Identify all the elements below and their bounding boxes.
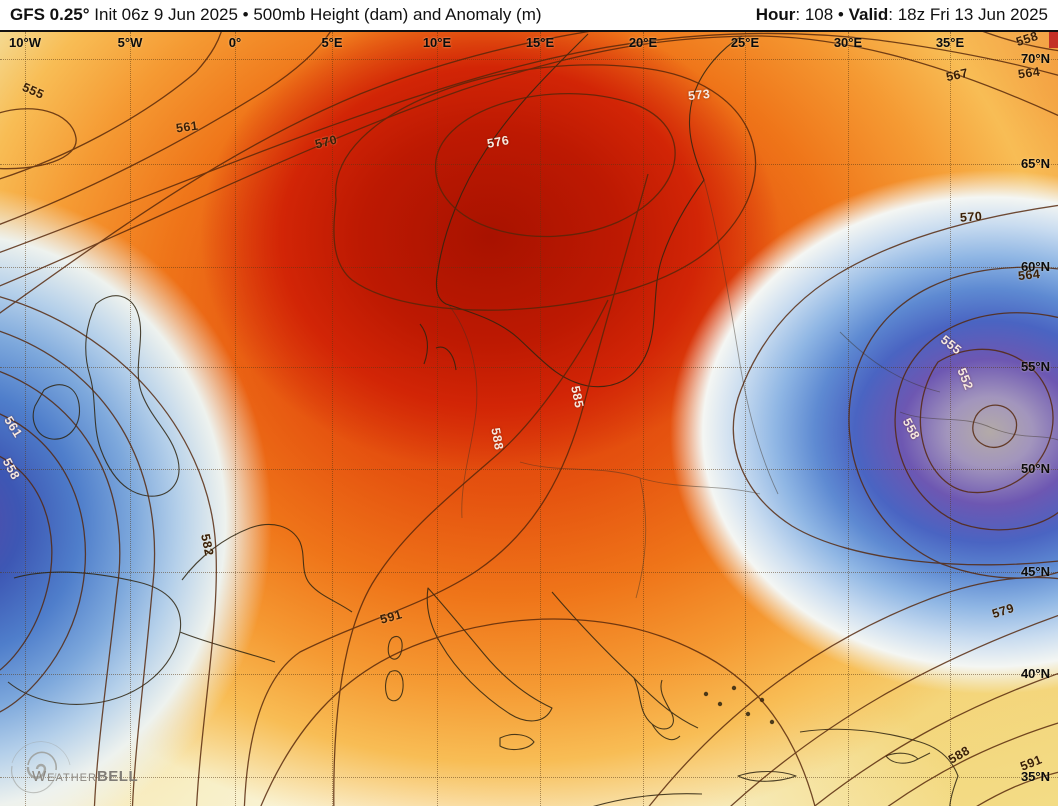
model-name: GFS 0.25° <box>10 5 90 24</box>
valid-label: Valid <box>848 5 889 24</box>
map-lines-layer <box>0 32 1058 806</box>
title-rest: Init 06z 9 Jun 2025 • 500mb Height (dam)… <box>89 5 542 24</box>
hurricane-spiral-icon <box>11 741 71 794</box>
contour-paths <box>0 32 1058 806</box>
valid-value: : 18z Fri 13 Jun 2025 <box>888 5 1048 24</box>
border-paths <box>447 179 1058 599</box>
logo-text-bell: BELL <box>96 768 139 785</box>
map-canvas: 555 561 570 576 573 567 564 558 570 564 555 552 558 5… <box>0 30 1058 806</box>
header-bar: GFS 0.25° Init 06z 9 Jun 2025 • 500mb He… <box>0 0 1058 30</box>
hour-value: : 108 • <box>795 5 849 24</box>
valid-info: Hour: 108 • Valid: 18z Fri 13 Jun 2025 <box>756 5 1048 25</box>
hour-label: Hour <box>755 5 796 24</box>
coastline-paths <box>7 33 959 806</box>
chart-title: GFS 0.25° Init 06z 9 Jun 2025 • 500mb He… <box>10 5 542 25</box>
corner-red-box <box>1049 32 1058 48</box>
weatherbell-logo: WeatherBELL <box>4 732 214 806</box>
logo-text: WeatherBELL <box>32 768 138 785</box>
logo-text-weather: Weather <box>32 768 97 785</box>
